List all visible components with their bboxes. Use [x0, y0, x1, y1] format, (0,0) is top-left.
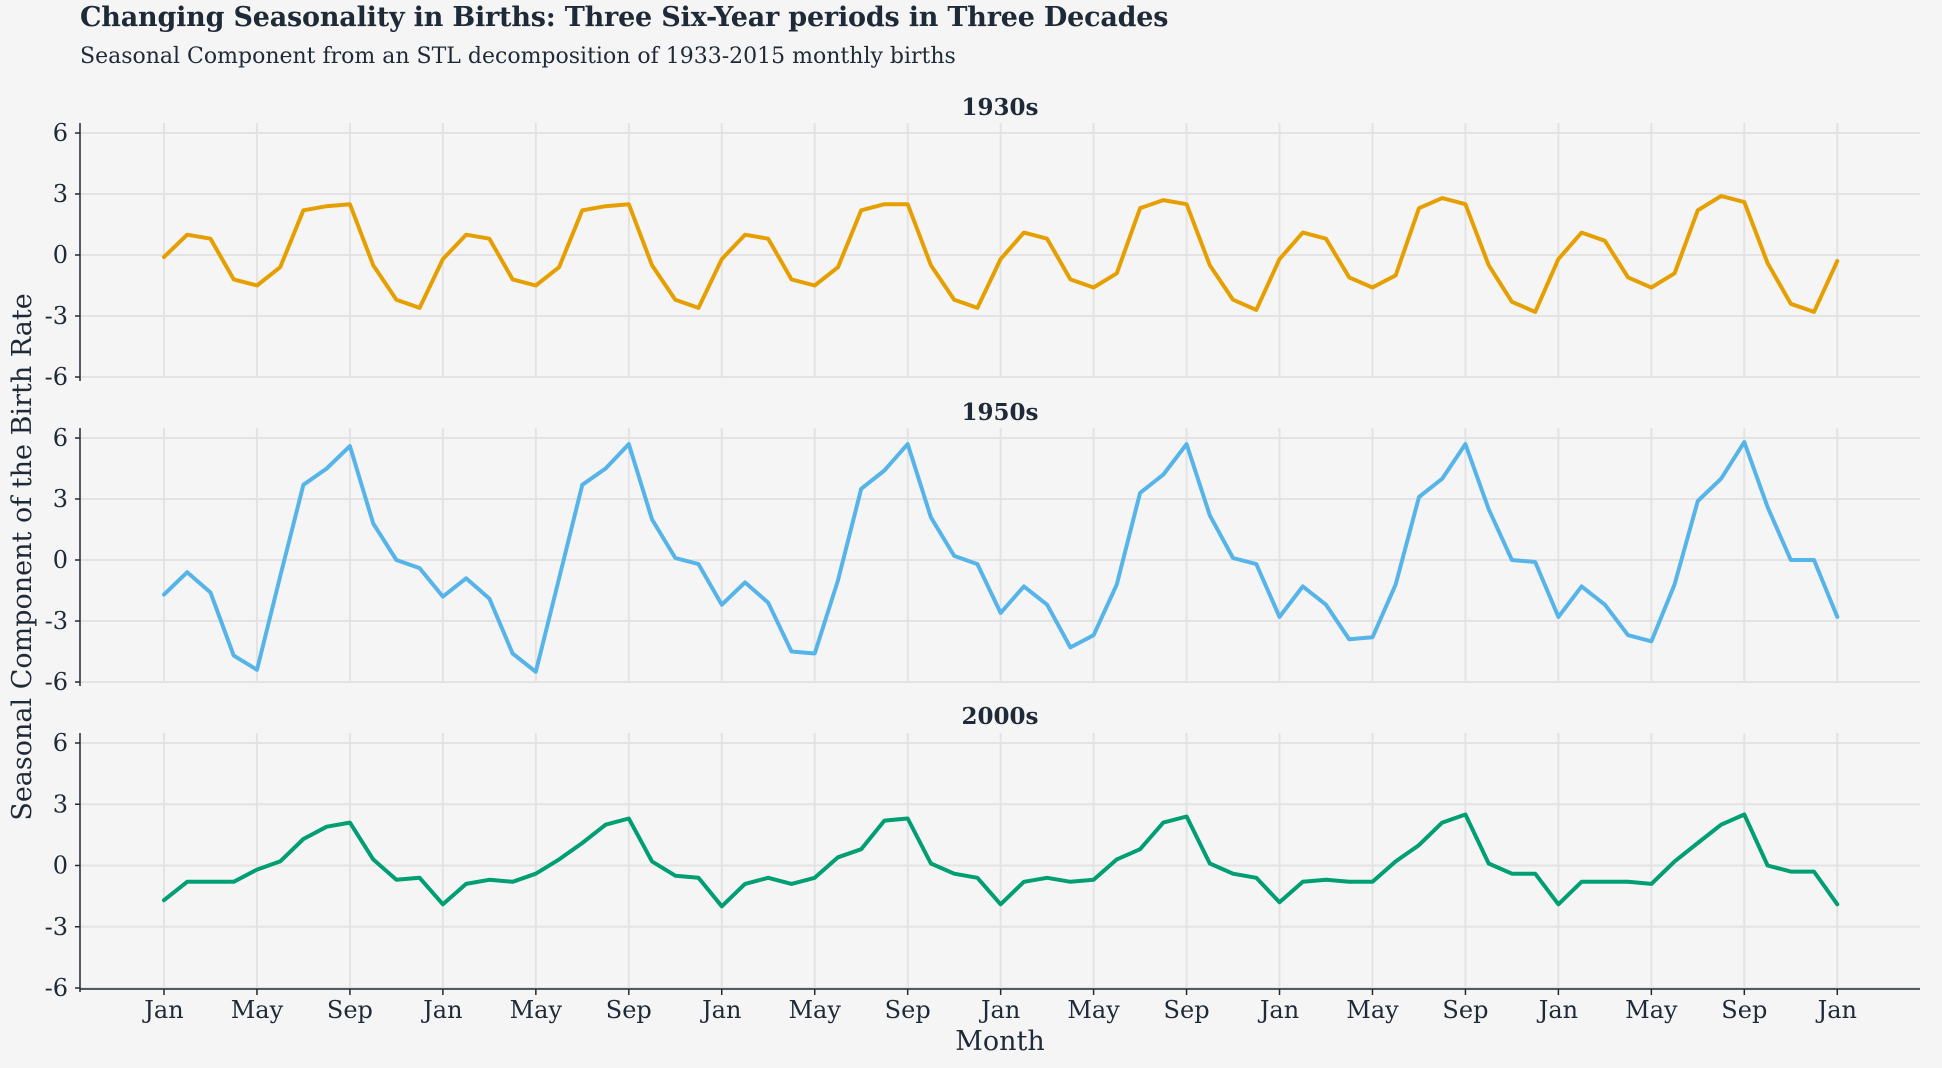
y-tick-label: 6	[53, 119, 68, 147]
y-tick-label: 3	[53, 180, 68, 208]
x-tick-label: Jan	[141, 996, 183, 1024]
y-tick-label: -3	[45, 302, 68, 330]
y-tick-label: 0	[53, 241, 68, 269]
x-tick-label: May	[788, 996, 841, 1024]
y-tick-label: 0	[53, 852, 68, 880]
x-tick-label: Sep	[1721, 996, 1767, 1024]
y-tick-label: 3	[53, 790, 68, 818]
x-tick-label: Sep	[327, 996, 373, 1024]
y-tick-label: -6	[45, 974, 68, 1002]
series-line-2000s	[162, 812, 1840, 909]
x-tick-label: May	[1625, 996, 1678, 1024]
panel-title-1950s: 1950s	[962, 399, 1039, 426]
x-tick-label: Jan	[978, 996, 1020, 1024]
x-tick-label: Jan	[420, 996, 462, 1024]
y-tick-label: 6	[53, 424, 68, 452]
x-tick-label: Sep	[1442, 996, 1488, 1024]
x-tick-label: Sep	[606, 996, 652, 1024]
chart-subtitle: Seasonal Component from an STL decomposi…	[80, 44, 956, 69]
chart-title: Changing Seasonality in Births: Three Si…	[80, 2, 1169, 33]
x-tick-label: May	[1067, 996, 1120, 1024]
x-tick-label: Jan	[1815, 996, 1857, 1024]
x-tick-label: Jan	[1536, 996, 1578, 1024]
x-tick-label: Sep	[885, 996, 931, 1024]
y-tick-label: -3	[45, 607, 68, 635]
y-tick-label: 6	[53, 729, 68, 757]
x-tick-label: May	[231, 996, 284, 1024]
series-line-1950s	[162, 440, 1840, 674]
series-line-1930s	[162, 194, 1840, 314]
x-tick-label: May	[1346, 996, 1399, 1024]
panel-title-1930s: 1930s	[962, 94, 1039, 121]
y-tick-label: -3	[45, 913, 68, 941]
x-tick-label: Jan	[1257, 996, 1299, 1024]
x-axis-title: Month	[955, 1026, 1045, 1057]
panel-title-2000s: 2000s	[962, 703, 1039, 730]
x-tick-label: Sep	[1164, 996, 1210, 1024]
y-tick-label: 3	[53, 485, 68, 513]
y-axis-title: Seasonal Component of the Birth Rate	[7, 293, 38, 820]
x-tick-label: Jan	[699, 996, 741, 1024]
y-tick-label: -6	[45, 668, 68, 696]
y-tick-label: 0	[53, 546, 68, 574]
x-tick-label: May	[510, 996, 563, 1024]
y-tick-label: -6	[45, 363, 68, 391]
